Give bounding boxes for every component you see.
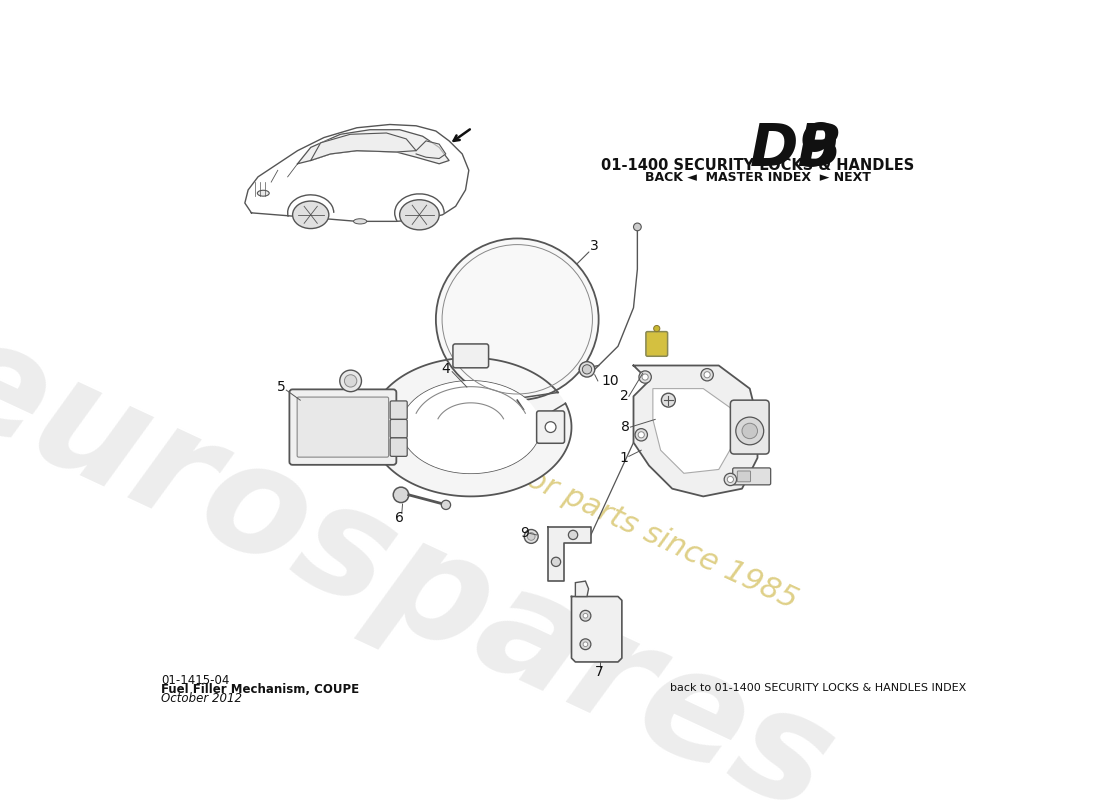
Circle shape bbox=[583, 642, 587, 646]
FancyBboxPatch shape bbox=[289, 390, 396, 465]
Text: 5: 5 bbox=[276, 380, 285, 394]
FancyBboxPatch shape bbox=[390, 438, 407, 456]
Circle shape bbox=[580, 639, 591, 650]
FancyBboxPatch shape bbox=[646, 332, 668, 356]
Text: BACK ◄  MASTER INDEX  ► NEXT: BACK ◄ MASTER INDEX ► NEXT bbox=[645, 170, 870, 184]
Circle shape bbox=[436, 238, 598, 400]
Polygon shape bbox=[634, 366, 758, 496]
Ellipse shape bbox=[580, 362, 595, 377]
Circle shape bbox=[701, 369, 713, 381]
Circle shape bbox=[742, 423, 758, 438]
Text: 4: 4 bbox=[441, 362, 450, 376]
Polygon shape bbox=[575, 581, 589, 597]
Ellipse shape bbox=[257, 190, 270, 196]
Text: 6: 6 bbox=[395, 511, 404, 525]
Text: 7: 7 bbox=[595, 665, 604, 679]
FancyBboxPatch shape bbox=[390, 419, 407, 438]
Circle shape bbox=[551, 558, 561, 566]
Polygon shape bbox=[297, 130, 449, 164]
Circle shape bbox=[727, 476, 734, 482]
Text: 2: 2 bbox=[619, 390, 628, 403]
FancyBboxPatch shape bbox=[733, 468, 771, 485]
Circle shape bbox=[638, 432, 645, 438]
Circle shape bbox=[661, 394, 675, 407]
Circle shape bbox=[583, 614, 587, 618]
Polygon shape bbox=[416, 141, 446, 158]
Text: 01-1400 SECURITY LOCKS & HANDLES: 01-1400 SECURITY LOCKS & HANDLES bbox=[601, 158, 914, 173]
FancyBboxPatch shape bbox=[453, 344, 488, 368]
Ellipse shape bbox=[353, 218, 366, 224]
FancyBboxPatch shape bbox=[737, 471, 750, 482]
Text: 9: 9 bbox=[520, 526, 529, 540]
Text: 3: 3 bbox=[591, 239, 600, 253]
Text: DB: DB bbox=[750, 121, 843, 178]
Circle shape bbox=[344, 374, 356, 387]
Circle shape bbox=[653, 326, 660, 332]
Circle shape bbox=[340, 370, 362, 392]
Text: back to 01-1400 SECURITY LOCKS & HANDLES INDEX: back to 01-1400 SECURITY LOCKS & HANDLES… bbox=[671, 682, 967, 693]
Ellipse shape bbox=[370, 358, 572, 496]
Polygon shape bbox=[548, 527, 591, 581]
Polygon shape bbox=[310, 133, 416, 161]
Text: October 2012: October 2012 bbox=[161, 692, 242, 705]
Circle shape bbox=[639, 371, 651, 383]
Circle shape bbox=[634, 223, 641, 230]
Ellipse shape bbox=[293, 201, 329, 229]
Text: 01-1415-04: 01-1415-04 bbox=[161, 674, 229, 686]
Circle shape bbox=[580, 610, 591, 621]
Text: 9: 9 bbox=[798, 121, 838, 178]
Circle shape bbox=[736, 417, 763, 445]
Circle shape bbox=[441, 500, 451, 510]
FancyBboxPatch shape bbox=[390, 401, 407, 419]
Circle shape bbox=[569, 530, 578, 539]
Circle shape bbox=[394, 487, 409, 502]
Text: 1: 1 bbox=[619, 451, 628, 465]
Polygon shape bbox=[653, 389, 735, 474]
Text: a passion for parts since 1985: a passion for parts since 1985 bbox=[372, 394, 802, 614]
Text: Fuel Filler Mechanism, COUPE: Fuel Filler Mechanism, COUPE bbox=[161, 682, 359, 696]
Circle shape bbox=[635, 429, 648, 441]
Text: eurospares: eurospares bbox=[0, 302, 855, 800]
Polygon shape bbox=[245, 125, 469, 222]
Circle shape bbox=[642, 374, 648, 380]
Ellipse shape bbox=[402, 381, 540, 474]
Circle shape bbox=[724, 474, 737, 486]
Text: 8: 8 bbox=[621, 420, 630, 434]
FancyBboxPatch shape bbox=[297, 397, 388, 457]
FancyBboxPatch shape bbox=[537, 411, 564, 443]
Polygon shape bbox=[572, 597, 621, 662]
Circle shape bbox=[546, 422, 556, 433]
Circle shape bbox=[704, 372, 711, 378]
Circle shape bbox=[527, 533, 535, 540]
FancyBboxPatch shape bbox=[730, 400, 769, 454]
Circle shape bbox=[525, 530, 538, 543]
Ellipse shape bbox=[582, 365, 592, 374]
Text: 10: 10 bbox=[601, 374, 618, 388]
Ellipse shape bbox=[399, 200, 439, 230]
